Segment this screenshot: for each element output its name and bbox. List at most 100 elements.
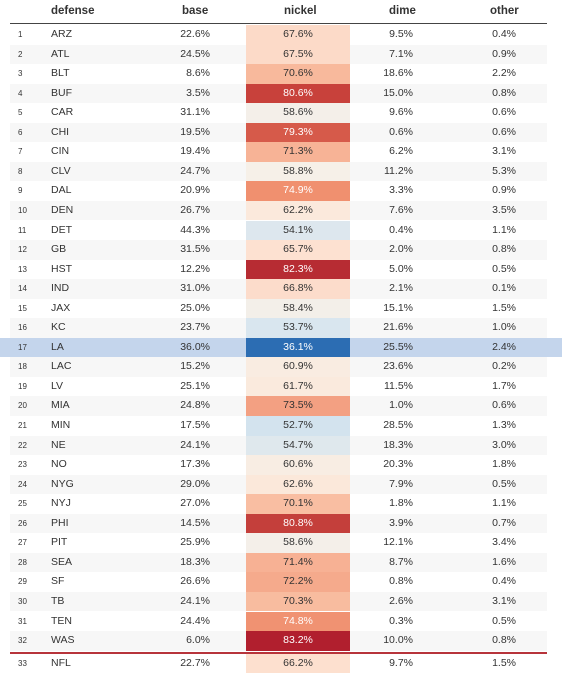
table-row[interactable]: 16 KC 23.7% 53.7% 21.6% 1.0% [0, 318, 562, 338]
table-row[interactable]: 13 HST 12.2% 82.3% 5.0% 0.5% [0, 259, 562, 280]
nickel-value: 61.7% [283, 379, 313, 392]
base-value: 18.3% [180, 555, 210, 568]
base-value: 31.1% [180, 106, 210, 119]
nickel-cell: 66.2% [246, 653, 350, 673]
row-index: 26 [18, 518, 27, 528]
table-row[interactable]: 1 ARZ 22.6% 67.6% 9.5% 0.4% [0, 25, 562, 45]
table-row[interactable]: 8 CLV 24.7% 58.8% 11.2% 5.3% [0, 161, 562, 182]
dime-value: 2.1% [389, 282, 413, 295]
team-name: WAS [51, 634, 75, 647]
other-value: 0.1% [492, 282, 516, 295]
other-value: 0.4% [492, 575, 516, 588]
nickel-value: 74.8% [283, 614, 313, 627]
table-row[interactable]: 5 CAR 31.1% 58.6% 9.6% 0.6% [0, 103, 562, 123]
other-value: 1.1% [492, 223, 516, 236]
nickel-cell: 71.4% [246, 552, 350, 573]
header-dime[interactable]: dime [389, 5, 416, 17]
other-value: 2.2% [492, 67, 516, 80]
dime-value: 9.5% [389, 28, 413, 40]
header-defense[interactable]: defense [51, 5, 95, 17]
table-row[interactable]: 22 NE 24.1% 54.7% 18.3% 3.0% [0, 435, 562, 456]
base-value: 24.4% [180, 614, 210, 627]
team-name: NO [51, 458, 67, 471]
table-row[interactable]: 24 NYG 29.0% 62.6% 7.9% 0.5% [0, 474, 562, 495]
other-value: 0.5% [492, 262, 516, 275]
table-row[interactable]: 31 TEN 24.4% 74.8% 0.3% 0.5% [0, 611, 562, 631]
table-row[interactable]: 11 DET 44.3% 54.1% 0.4% 1.1% [0, 220, 562, 240]
team-name: CAR [51, 106, 74, 119]
team-name: NE [51, 438, 66, 451]
other-value: 0.6% [492, 106, 516, 119]
dime-value: 9.7% [389, 656, 413, 669]
base-value: 20.9% [180, 184, 210, 197]
nickel-cell: 71.3% [246, 142, 350, 162]
table-row[interactable]: 14 IND 31.0% 66.8% 2.1% 0.1% [0, 279, 562, 299]
dime-value: 21.6% [383, 321, 413, 334]
row-index: 23 [18, 460, 27, 470]
dime-value: 20.3% [383, 458, 413, 471]
table-row[interactable]: 2 ATL 24.5% 67.5% 7.1% 0.9% [0, 44, 562, 65]
row-index: 31 [18, 616, 27, 626]
row-index: 17 [18, 342, 27, 352]
row-index: 24 [18, 479, 27, 489]
row-index: 9 [18, 186, 23, 196]
table-row[interactable]: 30 TB 24.1% 70.3% 2.6% 3.1% [0, 591, 562, 612]
base-value: 24.1% [180, 594, 210, 607]
nickel-value: 80.6% [283, 86, 313, 99]
nickel-cell: 72.2% [246, 572, 350, 592]
table-row[interactable]: 7 CIN 19.4% 71.3% 6.2% 3.1% [0, 142, 562, 162]
table-row[interactable]: 19 LV 25.1% 61.7% 11.5% 1.7% [0, 376, 562, 397]
other-value: 3.1% [492, 145, 516, 158]
dime-value: 25.5% [383, 340, 413, 353]
row-index: 33 [18, 658, 27, 668]
row-index: 29 [18, 577, 27, 587]
table-row[interactable]: 15 JAX 25.0% 58.4% 15.1% 1.5% [0, 298, 562, 319]
table-row[interactable]: 4 BUF 3.5% 80.6% 15.0% 0.8% [0, 83, 562, 104]
nickel-cell: 54.7% [246, 435, 350, 456]
nickel-value: 66.2% [283, 656, 313, 669]
table-row[interactable]: 17 LA 36.0% 36.1% 25.5% 2.4% [0, 337, 562, 358]
other-value: 0.6% [492, 125, 516, 138]
team-name: GB [51, 243, 67, 256]
table-row[interactable]: 32 WAS 6.0% 83.2% 10.0% 0.8% [0, 631, 562, 651]
table-row[interactable]: 26 PHI 14.5% 80.8% 3.9% 0.7% [0, 513, 562, 534]
base-value: 29.0% [180, 477, 210, 490]
team-name: IND [51, 282, 70, 295]
table-row[interactable]: 21 MIN 17.5% 52.7% 28.5% 1.3% [0, 416, 562, 436]
other-value: 2.4% [492, 340, 516, 353]
total-row[interactable]: 33 NFL 22.7% 66.2% 9.7% 1.5% [0, 653, 562, 673]
table-row[interactable]: 25 NYJ 27.0% 70.1% 1.8% 1.1% [0, 494, 562, 514]
table-row[interactable]: 23 NO 17.3% 60.6% 20.3% 1.8% [0, 455, 562, 475]
table-row[interactable]: 27 PIT 25.9% 58.6% 12.1% 3.4% [0, 533, 562, 553]
table-row[interactable]: 29 SF 26.6% 72.2% 0.8% 0.4% [0, 572, 562, 592]
nickel-value: 62.2% [283, 203, 313, 216]
table-row[interactable]: 18 LAC 15.2% 60.9% 23.6% 0.2% [0, 357, 562, 377]
header-base[interactable]: base [182, 5, 209, 17]
row-index: 27 [18, 538, 27, 548]
header-nickel[interactable]: nickel [284, 5, 317, 17]
other-value: 0.5% [492, 477, 516, 490]
table-row[interactable]: 12 GB 31.5% 65.7% 2.0% 0.8% [0, 240, 562, 260]
table-row[interactable]: 6 CHI 19.5% 79.3% 0.6% 0.6% [0, 122, 562, 143]
base-value: 24.7% [180, 164, 210, 177]
dime-value: 3.9% [389, 516, 413, 529]
dime-value: 1.8% [389, 497, 413, 510]
table-row[interactable]: 20 MIA 24.8% 73.5% 1.0% 0.6% [0, 396, 562, 416]
row-index: 5 [18, 108, 23, 118]
nickel-cell: 67.6% [246, 25, 350, 45]
other-value: 0.8% [492, 86, 516, 99]
nickel-cell: 67.5% [246, 44, 350, 65]
table-row[interactable]: 10 DEN 26.7% 62.2% 7.6% 3.5% [0, 200, 562, 221]
nickel-cell: 74.8% [246, 611, 350, 631]
row-index: 19 [18, 381, 27, 391]
nickel-cell: 73.5% [246, 396, 350, 416]
table-row[interactable]: 28 SEA 18.3% 71.4% 8.7% 1.6% [0, 552, 562, 573]
other-value: 3.0% [492, 438, 516, 451]
nickel-value: 60.9% [283, 360, 313, 373]
other-value: 0.5% [492, 614, 516, 627]
header-other[interactable]: other [490, 5, 519, 17]
table-row[interactable]: 9 DAL 20.9% 74.9% 3.3% 0.9% [0, 181, 562, 201]
nickel-value: 58.6% [283, 536, 313, 549]
table-row[interactable]: 3 BLT 8.6% 70.6% 18.6% 2.2% [0, 64, 562, 84]
row-index: 25 [18, 499, 27, 509]
